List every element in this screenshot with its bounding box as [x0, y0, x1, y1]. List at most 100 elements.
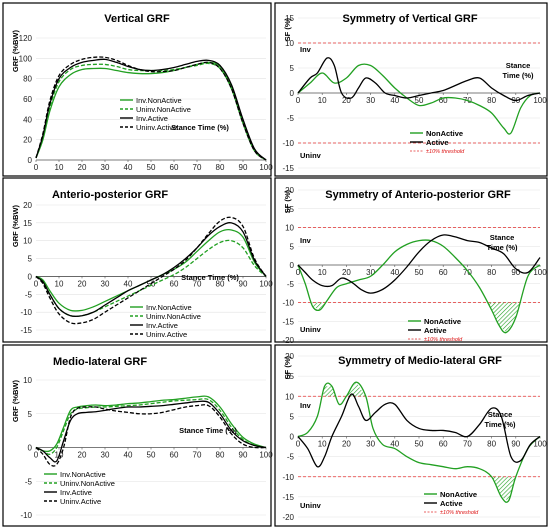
x-tick-label: 100	[259, 163, 273, 172]
y-axis-label: GRF (%BW)	[11, 205, 20, 248]
x-axis-label: Stance	[506, 61, 531, 70]
y-tick-label: 60	[23, 95, 32, 104]
y-tick-label: 20	[285, 186, 294, 195]
panel-border-4	[274, 177, 548, 343]
series-line-active	[297, 57, 541, 102]
legend-entry: Inv.NonActive	[60, 470, 106, 479]
series-line-inv-nonactive	[35, 61, 267, 161]
y-tick-label: -20	[282, 336, 294, 345]
annotation-uninv: Uninv	[300, 151, 322, 160]
y-tick-label: -5	[287, 280, 295, 289]
x-tick-label: 0	[296, 268, 301, 277]
x-tick-label: 90	[239, 279, 248, 288]
x-tick-label: 80	[216, 163, 225, 172]
legend-threshold-entry: ±10% threshold	[426, 149, 465, 155]
legend-entry: Uninv.NonActive	[60, 479, 115, 488]
y-axis-label: GRF (%BW)	[11, 30, 20, 73]
annotation-inv: Inv	[300, 45, 312, 54]
y-tick-label: 40	[23, 115, 32, 124]
x-tick-label: 40	[390, 96, 399, 105]
legend-entry: Inv.NonActive	[146, 303, 192, 312]
y-axis-label: SF (%)	[283, 190, 292, 214]
x-axis-label: Stance Time (%)	[181, 273, 239, 282]
x-tick-label: 100	[533, 440, 547, 449]
x-tick-label: 30	[366, 268, 375, 277]
panel-border-6	[274, 344, 548, 527]
y-tick-label: 10	[285, 39, 294, 48]
x-tick-label: 90	[511, 440, 520, 449]
y-tick-label: 15	[23, 219, 32, 228]
x-axis-label-cont: Time (%)	[486, 243, 518, 252]
y-tick-label: 120	[19, 34, 33, 43]
y-axis-label: SF (%)	[283, 356, 292, 380]
legend-entry: Uninv.Active	[146, 330, 187, 339]
y-tick-label: 10	[285, 392, 294, 401]
panel-border-3	[2, 177, 272, 343]
chart-title: Symmetry of Anterio-posterior GRF	[325, 189, 511, 201]
x-tick-label: 0	[34, 451, 39, 460]
series-line-uninv-nonactive	[35, 62, 267, 161]
y-tick-label: -20	[282, 513, 294, 522]
chart-1: 0 20 40 60 80 100 120 0 10 20 30 40 50 60 70 80 90 100 Ver…	[11, 13, 273, 172]
legend-threshold-entry: ±10% threshold	[424, 337, 463, 343]
series-line-uninv-nonactive	[35, 398, 267, 455]
x-tick-label: 10	[55, 279, 64, 288]
y-tick-label: -5	[287, 453, 295, 462]
y-tick-label: 0	[290, 89, 295, 98]
legend-entry: NonActive	[440, 490, 477, 499]
series-line-inv-active	[35, 222, 267, 318]
y-tick-label: 5	[290, 242, 295, 251]
series-line-inv-active	[35, 400, 267, 463]
x-tick-label: 0	[34, 279, 39, 288]
y-tick-label: -10	[282, 299, 294, 308]
y-tick-label: 5	[28, 410, 33, 419]
chart-title: Vertical GRF	[104, 13, 170, 25]
legend-entry: Uninv.NonActive	[146, 312, 201, 321]
x-axis-label: Stance Time (%)	[171, 123, 229, 132]
x-tick-label: 100	[259, 279, 273, 288]
chart-title: Anterio-posterior GRF	[52, 189, 168, 201]
y-tick-label: 10	[23, 237, 32, 246]
legend-entry: Active	[424, 326, 447, 335]
legend-entry: Inv.Active	[146, 321, 178, 330]
y-tick-label: 5	[290, 412, 295, 421]
legend-entry: Active	[440, 499, 463, 508]
y-tick-label: -15	[282, 164, 294, 173]
legend-entry: Inv.NonActive	[136, 96, 182, 105]
x-tick-label: 90	[511, 268, 520, 277]
y-tick-label: -10	[20, 511, 32, 520]
x-tick-label: 0	[296, 96, 301, 105]
x-tick-label: 70	[463, 440, 472, 449]
x-axis-label: Stance	[488, 410, 513, 419]
legend-entry: Inv.Active	[60, 488, 92, 497]
legend-entry: Active	[426, 138, 449, 147]
y-tick-label: 0	[28, 156, 33, 165]
x-tick-label: 100	[533, 268, 547, 277]
x-axis-label: Stance	[490, 233, 515, 242]
y-tick-label: 0	[28, 444, 33, 453]
chart-title: Symmetry of Medio-lateral GRF	[338, 355, 502, 367]
x-tick-label: 0	[34, 163, 39, 172]
panel-border-2	[274, 2, 548, 177]
y-axis-label: SF (%)	[283, 18, 292, 42]
x-tick-label: 30	[366, 440, 375, 449]
x-tick-label: 60	[170, 451, 179, 460]
x-tick-label: 20	[78, 279, 87, 288]
y-axis-label: GRF (%BW)	[11, 380, 20, 423]
x-axis-label-cont: Time (%)	[502, 71, 534, 80]
x-tick-label: 70	[193, 279, 202, 288]
x-tick-label: 50	[415, 268, 424, 277]
x-tick-label: 90	[239, 451, 248, 460]
x-tick-label: 60	[439, 268, 448, 277]
series-line-uninv-active	[35, 56, 267, 161]
y-tick-label: 5	[290, 64, 295, 73]
series-line-active	[297, 393, 541, 468]
y-tick-label: 15	[285, 372, 294, 381]
x-tick-label: 80	[216, 279, 225, 288]
x-tick-label: 10	[55, 163, 64, 172]
series-line-active	[297, 234, 541, 294]
legend-entry: NonActive	[426, 129, 463, 138]
